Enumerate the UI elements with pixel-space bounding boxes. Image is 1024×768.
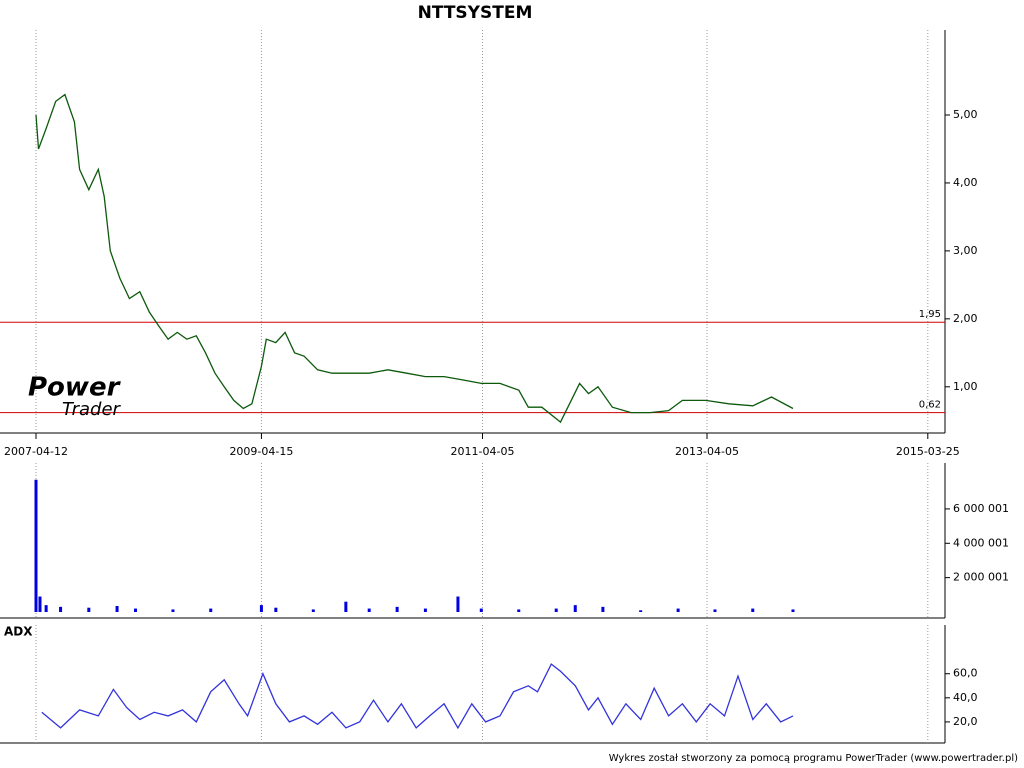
y-tick-label: 2 000 001 <box>953 571 1009 584</box>
bar <box>259 605 263 612</box>
bar <box>423 608 427 612</box>
bar <box>38 596 42 612</box>
y-tick-label: 5,00 <box>953 108 978 121</box>
bar <box>344 601 348 612</box>
bar <box>133 608 137 612</box>
bar <box>573 605 577 612</box>
chart-title: NTTSYSTEM <box>418 3 533 23</box>
bar <box>517 609 521 612</box>
bar <box>87 607 91 612</box>
bar <box>395 606 399 612</box>
bar <box>311 609 315 612</box>
bar <box>554 608 558 612</box>
bar <box>59 606 63 612</box>
watermark: Power <box>28 373 122 403</box>
y-tick-label: 2,00 <box>953 312 978 325</box>
y-tick-label: 3,00 <box>953 244 978 257</box>
bar <box>639 610 643 612</box>
bar <box>115 605 119 612</box>
x-tick-label: 2009-04-15 <box>229 445 293 458</box>
bar <box>479 608 483 612</box>
bar <box>751 608 755 612</box>
y-tick-label: 4,00 <box>953 176 978 189</box>
bar <box>713 609 717 612</box>
y-tick-label: 1,00 <box>953 380 978 393</box>
bar <box>44 605 48 612</box>
x-tick-label: 2007-04-12 <box>4 445 68 458</box>
data-line <box>35 93 794 424</box>
y-tick-label: 40,0 <box>953 691 978 704</box>
reference-label: 1,95 <box>919 309 941 320</box>
bar <box>367 608 371 612</box>
data-line <box>41 663 794 730</box>
bar <box>791 609 795 612</box>
bar <box>209 608 213 612</box>
y-tick-label: 60,0 <box>953 667 978 680</box>
y-tick-label: 4 000 001 <box>953 536 1009 549</box>
bar <box>456 596 460 612</box>
footer: Wykres został stworzony za pomocą progra… <box>609 753 1018 764</box>
bar <box>601 606 605 612</box>
x-tick-label: 2011-04-05 <box>451 445 515 458</box>
x-tick-label: 2015-03-25 <box>896 445 960 458</box>
bar <box>676 608 680 612</box>
y-tick-label: 6 000 001 <box>953 502 1009 515</box>
bar <box>274 607 278 612</box>
panel-title: ADX <box>4 625 33 639</box>
watermark: Trader <box>62 399 122 420</box>
reference-label: 0,62 <box>919 400 941 411</box>
y-tick-label: 20,0 <box>953 715 978 728</box>
x-tick-label: 2013-04-05 <box>675 445 739 458</box>
bar <box>34 479 38 612</box>
bar <box>171 609 175 612</box>
